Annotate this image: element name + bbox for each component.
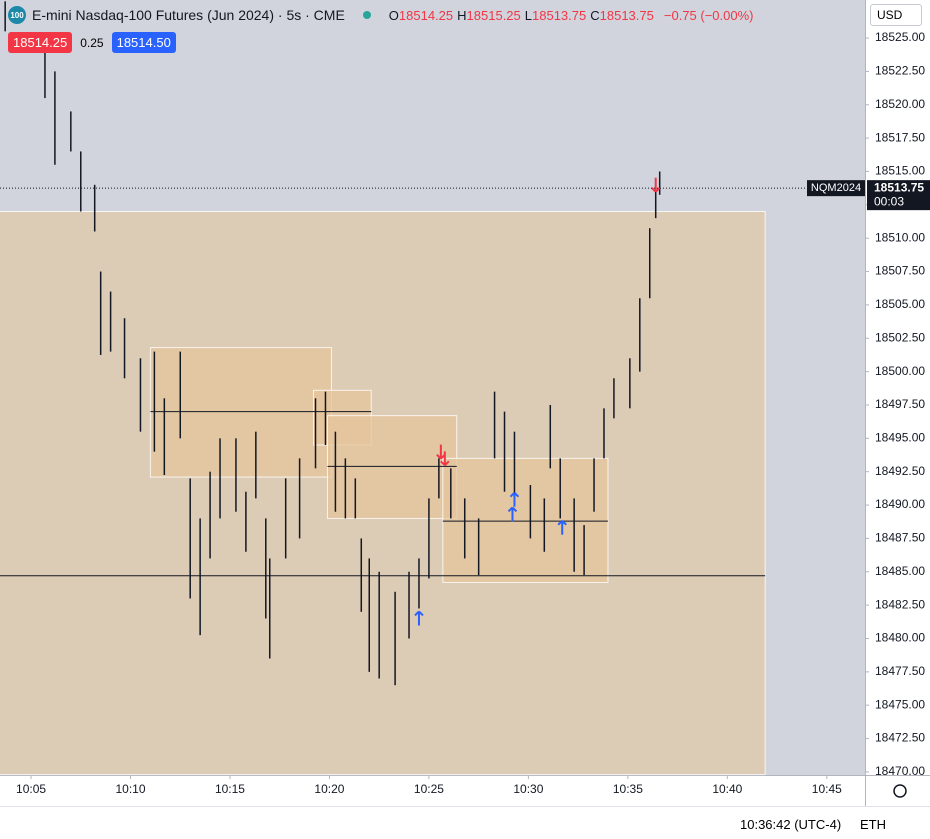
ohlc: O18514.25 H18515.25 L18513.75 C18513.75 (389, 8, 658, 23)
ohlc-label: H (457, 7, 467, 23)
signal-arrow (440, 451, 450, 467)
y-tick-label: 18520.00 (875, 97, 925, 111)
y-tick-label: 18470.00 (875, 764, 925, 778)
signal-arrow (651, 177, 661, 193)
price-tag (867, 180, 930, 211)
x-tick-label: 10:10 (115, 782, 145, 796)
ohlc-label: C (590, 7, 600, 23)
y-tick-label: 18505.00 (875, 297, 925, 311)
y-tick-label: 18477.50 (875, 664, 925, 678)
y-tick-label: 18502.50 (875, 330, 925, 344)
symbol-title[interactable]: E-mini Nasdaq-100 Futures (Jun 2024) · 5… (32, 7, 345, 23)
last-price-label: 18513.75 (874, 180, 924, 194)
session[interactable]: ETH (860, 817, 886, 832)
header: 100 E-mini Nasdaq-100 Futures (Jun 2024)… (8, 6, 754, 24)
countdown-label: 00:03 (874, 194, 904, 208)
signal-arrow (557, 520, 567, 535)
ohlc-value: 18514.25 (398, 7, 454, 23)
signal-arrow (507, 506, 518, 522)
x-tick-label: 10:40 (712, 782, 742, 796)
ohlc-value: 18515.25 (466, 7, 521, 23)
x-tick-label: 10:30 (513, 782, 543, 796)
x-tick-label: 10:05 (16, 782, 46, 796)
zone (326, 415, 458, 519)
y-tick-label: 18515.00 (875, 164, 925, 178)
signal-arrow (509, 492, 520, 507)
settings-icon[interactable] (893, 784, 907, 798)
spread: 0.25 (80, 35, 104, 50)
y-tick-label: 18487.50 (875, 531, 925, 545)
status-bar: 10:36:42 (UTC-4) ETH (0, 806, 930, 839)
ask-button[interactable]: 18514.50 (111, 32, 176, 53)
signal-arrow (414, 610, 424, 626)
x-tick-label: 10:25 (414, 782, 444, 796)
bid-button[interactable]: 18514.25 (8, 32, 73, 53)
y-tick-label: 18485.00 (875, 564, 925, 578)
symbol-tag (807, 180, 865, 197)
change: −0.75 (−0.00%) (663, 7, 754, 23)
trade-row: 18514.25 0.25 18514.50 (8, 32, 176, 53)
ohlc-label: O (388, 7, 399, 23)
y-tick-label: 18475.00 (875, 697, 925, 711)
currency-button[interactable]: USD (870, 4, 922, 26)
y-tick-label: 18510.00 (875, 230, 925, 244)
ohlc-label: L (524, 7, 533, 23)
y-tick-label: 18490.00 (875, 497, 925, 511)
symbol-label: NQM2024 (811, 182, 861, 194)
x-tick-label: 10:45 (812, 782, 842, 796)
y-tick-label: 18482.50 (875, 597, 925, 611)
ohlc-value: 18513.75 (599, 7, 654, 23)
clock: 10:36:42 (UTC-4) (740, 817, 842, 832)
x-tick-label: 10:20 (314, 782, 344, 796)
symbol-icon: 100 (8, 6, 26, 24)
y-tick-label: 18480.00 (875, 631, 925, 645)
y-tick-label: 18522.50 (875, 64, 925, 78)
zone (149, 347, 332, 478)
y-tick-label: 18500.00 (875, 364, 925, 378)
y-tick-label: 18495.00 (875, 431, 925, 445)
y-tick-label: 18472.50 (875, 731, 925, 745)
y-tick-label: 18525.00 (875, 30, 925, 44)
x-tick-label: 10:35 (613, 782, 643, 796)
y-tick-label: 18507.50 (875, 264, 925, 278)
x-tick-label: 10:15 (215, 782, 245, 796)
chart: 18525.00 18522.50 18520.00 18517.50 18515.00… (0, 0, 930, 806)
market-status[interactable] (362, 11, 371, 19)
y-tick-label: 18497.50 (875, 397, 925, 411)
ohlc-value: 18513.75 (532, 7, 587, 23)
zone (442, 457, 609, 583)
y-tick-label: 18517.50 (875, 130, 925, 144)
y-tick-label: 18492.50 (875, 464, 925, 478)
